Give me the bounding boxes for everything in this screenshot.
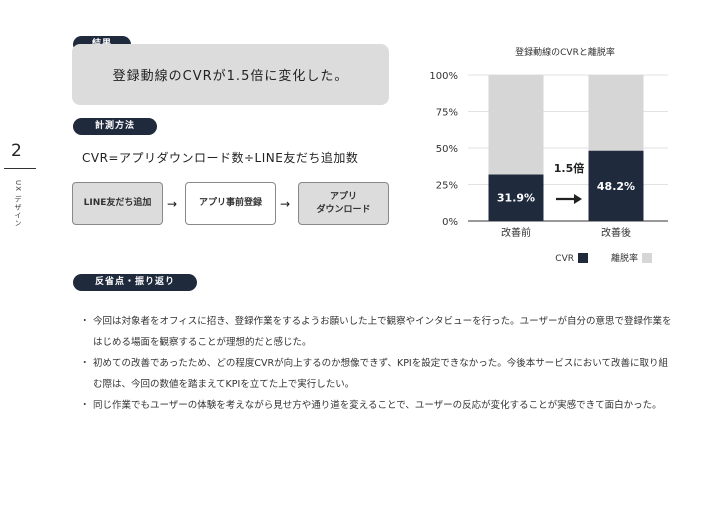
category-label: 改善後 bbox=[601, 226, 631, 239]
bar-dropout bbox=[588, 75, 644, 151]
result-box: 登録動線のCVRが1.5倍に変化した。 bbox=[72, 44, 389, 105]
y-tick-label: 0% bbox=[442, 217, 458, 228]
side-divider bbox=[4, 168, 36, 169]
bar-cvr bbox=[588, 150, 644, 221]
bar-cvr bbox=[488, 174, 544, 221]
legend-swatch bbox=[642, 253, 652, 263]
measure-tag: 計測方法 bbox=[73, 118, 157, 135]
bar-value-label: 31.9% bbox=[497, 192, 535, 205]
reflection-tag: 反省点・振り返り bbox=[73, 274, 197, 291]
flow-step-download: アプリ ダウンロード bbox=[298, 182, 389, 225]
bar-value-label: 48.2% bbox=[597, 180, 635, 193]
bar-dropout bbox=[488, 75, 544, 175]
legend-swatch bbox=[578, 253, 588, 263]
growth-arrow-icon bbox=[556, 194, 582, 204]
arrow-right-icon: → bbox=[167, 197, 178, 211]
cvr-formula: CVR=アプリダウンロード数÷LINE友だち追加数 bbox=[82, 151, 359, 165]
y-tick-label: 25% bbox=[436, 181, 458, 192]
chart-annotation: 1.5倍 bbox=[554, 161, 585, 175]
flow-step-preregister: アプリ事前登録 bbox=[185, 182, 276, 225]
reflection-item: 同じ作業でもユーザーの体験を考えながら見せ方や通り道を変えることで、ユーザーの反… bbox=[80, 395, 674, 416]
cvr-chart: 登録動線のCVRと離脱率 31.9%48.2% 0%25%50%75%100% … bbox=[429, 46, 668, 264]
reflection-item: 初めての改善であったため、どの程度CVRが向上するのか想像できず、KPIを設定で… bbox=[80, 353, 674, 395]
y-tick-label: 75% bbox=[436, 108, 458, 119]
side-number: 2 bbox=[11, 141, 22, 161]
side-label: UX デザイン bbox=[14, 180, 22, 228]
reflection-item: 今回は対象者をオフィスに招き、登録作業をするようお願いした上で観察やインタビュー… bbox=[80, 311, 674, 353]
y-tick-label: 100% bbox=[429, 71, 458, 82]
reflection-list: 今回は対象者をオフィスに招き、登録作業をするようお願いした上で観察やインタビュー… bbox=[80, 311, 674, 416]
flow-step-line: LINE友だち追加 bbox=[72, 182, 163, 225]
legend-label: 離脱率 bbox=[611, 252, 638, 264]
arrow-right-icon: → bbox=[280, 197, 291, 211]
chart-title: 登録動線のCVRと離脱率 bbox=[515, 46, 615, 58]
flow-step-download-label: アプリ ダウンロード bbox=[316, 191, 371, 215]
category-label: 改善前 bbox=[501, 226, 531, 239]
legend-label: CVR bbox=[555, 254, 574, 264]
result-text: 登録動線のCVRが1.5倍に変化した。 bbox=[112, 69, 349, 84]
y-tick-label: 50% bbox=[436, 144, 458, 155]
